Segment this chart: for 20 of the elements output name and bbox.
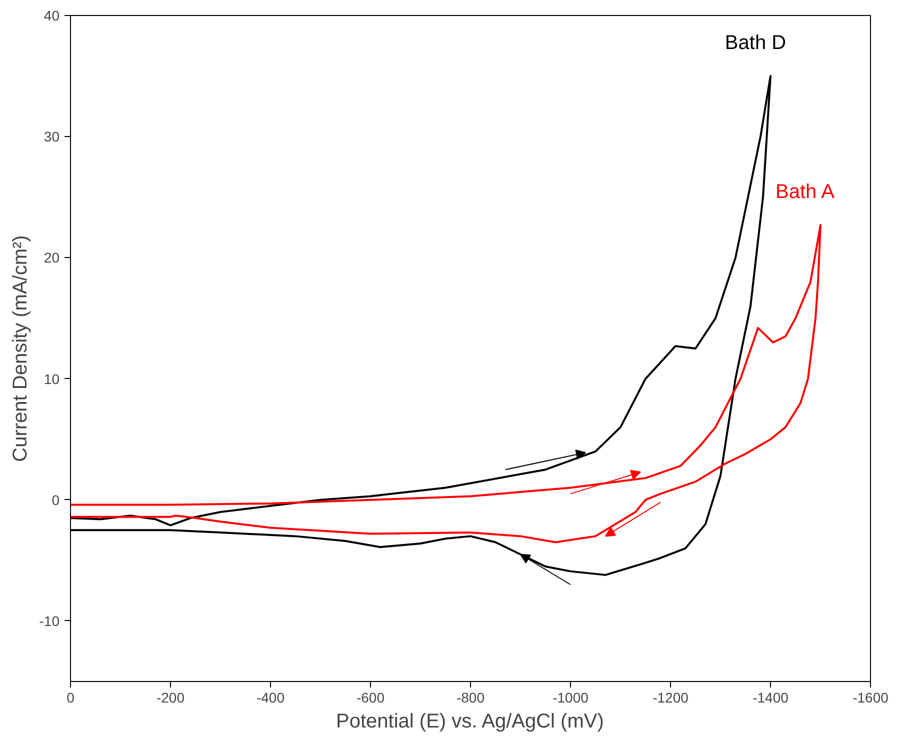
x-tick-label: -1400 xyxy=(752,690,789,706)
x-tick-label: -600 xyxy=(356,690,385,706)
x-tick-label: -400 xyxy=(256,690,285,706)
y-tick-label: 0 xyxy=(52,492,60,508)
line-series xyxy=(70,224,822,544)
x-tick-label: -1000 xyxy=(552,690,589,706)
x-tick-label: 0 xyxy=(66,690,75,706)
y-tick-label: 20 xyxy=(44,250,60,266)
y-tick-label: 10 xyxy=(44,370,60,387)
x-axis-title: Potential (E) vs. Ag/AgCl (mV) xyxy=(336,710,604,732)
y-tick-label: 30 xyxy=(44,128,60,145)
x-tick-label: -800 xyxy=(456,690,485,706)
x-tick-label: -1200 xyxy=(652,690,689,706)
y-tick-label: 40 xyxy=(44,8,60,24)
y-axis-title: Current Density (mA/cm²) xyxy=(9,235,32,462)
series-label: Bath D xyxy=(724,32,786,54)
y-tick-label: -10 xyxy=(39,612,60,629)
x-tick-label: -200 xyxy=(156,690,185,706)
series-label: Bath A xyxy=(775,180,836,203)
x-tick-label: -1600 xyxy=(852,690,889,706)
